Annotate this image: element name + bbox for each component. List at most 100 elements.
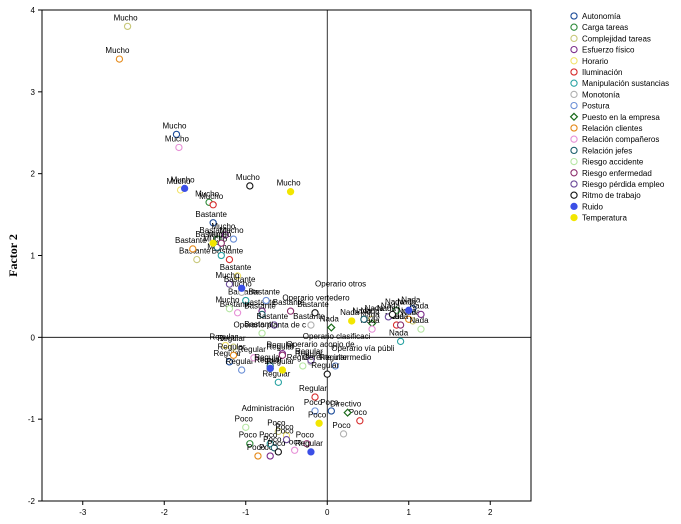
- x-tick-label: -1: [242, 508, 250, 517]
- data-point: [233, 272, 242, 280]
- point-label: Poco: [320, 398, 339, 407]
- point-label: Bastante: [244, 320, 276, 329]
- data-point: [258, 329, 266, 337]
- data-point: [254, 452, 262, 460]
- point-label: Regular: [319, 353, 347, 362]
- point-label: Nada: [377, 304, 397, 313]
- data-point: [242, 296, 250, 305]
- data-point: [115, 55, 124, 63]
- point-label: Poco: [235, 414, 254, 423]
- legend-marker: [570, 57, 578, 65]
- point-label: Regular: [295, 349, 323, 358]
- legend-marker: [570, 135, 578, 143]
- point-label: Regular: [213, 349, 241, 358]
- point-label: Mucho: [211, 222, 236, 231]
- legend-entry: Riesgo accidente: [582, 158, 644, 167]
- annotation-label: Operario vertedero: [282, 294, 350, 303]
- point-label: Regular: [254, 355, 282, 364]
- data-point: [396, 337, 405, 346]
- y-tick-label: -2: [28, 497, 36, 506]
- data-point: [229, 343, 238, 351]
- annotation-label: Gerente intermedio: [303, 353, 372, 362]
- point-label: Nada: [361, 316, 381, 325]
- legend-entry: Temperatura: [582, 214, 627, 223]
- point-label: Nada: [340, 308, 360, 317]
- data-point: [286, 188, 295, 196]
- point-label: Bastante: [224, 275, 256, 284]
- data-point: [339, 430, 348, 438]
- annotation-label: Operario planta de c: [234, 321, 307, 330]
- point-label: Bastante: [244, 301, 276, 310]
- data-point: [221, 341, 230, 350]
- data-point: [417, 325, 425, 333]
- data-point: [209, 239, 217, 247]
- legend-entry: Autonomía: [582, 12, 621, 21]
- plot-frame: [41, 9, 532, 502]
- legend-entry: Ruido: [582, 202, 603, 211]
- point-label: Regular: [266, 341, 294, 350]
- data-point: [315, 419, 323, 427]
- data-point: [233, 309, 242, 317]
- point-label: Nada: [361, 306, 381, 315]
- point-label: Poco: [284, 437, 303, 446]
- legend-marker: [570, 45, 578, 54]
- point-label: Bastante: [212, 247, 244, 256]
- legend-marker: [570, 180, 578, 188]
- data-point: [396, 321, 405, 329]
- legend-entry: Carga tareas: [582, 23, 628, 32]
- data-point: [262, 296, 270, 305]
- legend-entry: Puesto en la empresa: [582, 113, 660, 122]
- point-label: Nada: [397, 297, 417, 306]
- point-label: Mucho: [195, 189, 220, 198]
- legend-entry: Horario: [582, 57, 609, 66]
- data-point: [348, 317, 356, 325]
- data-point: [307, 448, 315, 456]
- legend-entry: Esfuerzo físico: [582, 46, 635, 55]
- data-point: [278, 351, 287, 359]
- data-point: [307, 321, 315, 329]
- data-point: [311, 407, 319, 415]
- point-label: Regular: [266, 357, 294, 366]
- data-point: [238, 366, 246, 374]
- legend-entry: Riesgo enfermedad: [582, 169, 652, 178]
- legend-entry: Relación clientes: [582, 124, 642, 133]
- point-label: Poco: [304, 398, 323, 407]
- legend-marker: [570, 12, 578, 20]
- data-point: [303, 440, 311, 448]
- data-point: [225, 255, 234, 264]
- point-label: Poco: [259, 431, 278, 440]
- point-label: Nada: [361, 310, 381, 319]
- x-tick-label: -2: [161, 508, 169, 517]
- point-label: Poco: [332, 421, 351, 430]
- data-point: [229, 235, 238, 243]
- data-point: [209, 219, 217, 227]
- point-label: Poco: [296, 431, 315, 440]
- legend-marker: [569, 112, 579, 122]
- data-point: [225, 280, 234, 288]
- point-label: Mucho: [277, 179, 302, 188]
- legend-entry: Iluminación: [582, 68, 622, 77]
- point-label: Mucho: [171, 175, 196, 184]
- data-point: [360, 315, 368, 323]
- y-tick-label: 4: [31, 6, 36, 15]
- legend-marker: [570, 202, 578, 211]
- data-point: [209, 201, 217, 209]
- legend-marker: [570, 90, 578, 99]
- data-point: [327, 323, 336, 332]
- legend-entry: Postura: [582, 102, 610, 111]
- data-point: [356, 417, 364, 425]
- point-label: Poco: [259, 443, 278, 452]
- point-label: Nada: [401, 296, 421, 305]
- point-label: Mucho: [215, 271, 240, 280]
- point-label: Regular: [209, 333, 237, 342]
- point-label: Nada: [320, 315, 340, 324]
- x-tick-label: 0: [325, 508, 330, 517]
- point-label: Bastante: [195, 210, 227, 219]
- point-label: Nada: [365, 304, 385, 313]
- point-label: Mucho: [114, 13, 139, 22]
- point-label: Mucho: [199, 192, 224, 201]
- point-label: Regular: [254, 355, 282, 364]
- y-tick-label: 3: [31, 88, 36, 97]
- data-point: [372, 313, 380, 321]
